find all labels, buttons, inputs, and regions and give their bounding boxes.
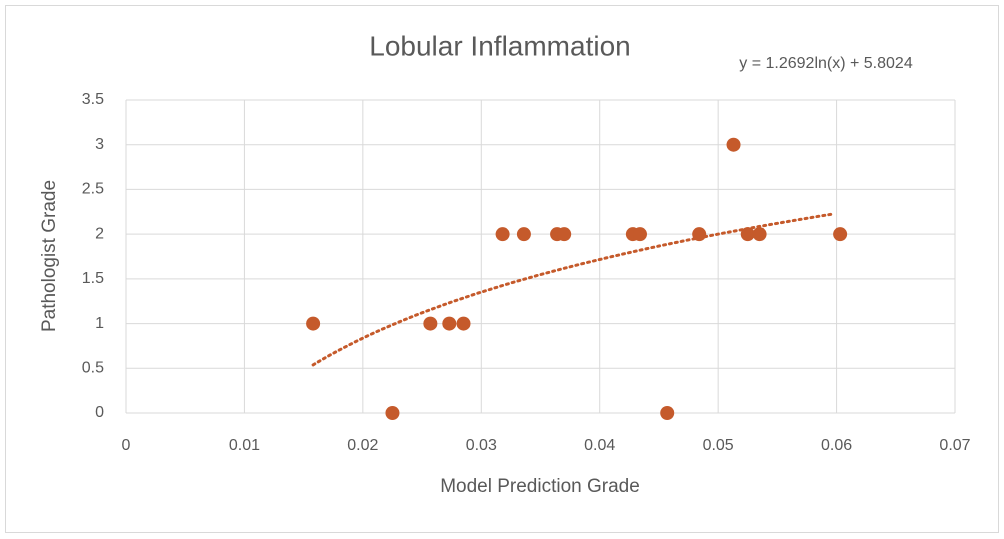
x-axis-label: Model Prediction Grade	[440, 476, 640, 497]
data-point	[456, 316, 471, 331]
data-point	[557, 227, 572, 242]
data-point	[632, 227, 647, 242]
data-point	[740, 227, 755, 242]
data-point	[660, 406, 675, 420]
chart-border	[5, 5, 999, 533]
data-point	[442, 316, 457, 331]
data-point	[726, 137, 741, 152]
data-point	[495, 227, 510, 242]
data-point	[385, 406, 400, 420]
x-tick-label: 0.03	[466, 437, 497, 454]
y-tick-label: 1.5	[82, 270, 104, 287]
data-point	[516, 227, 531, 242]
data-point	[833, 227, 848, 242]
y-tick-label: 3	[95, 136, 104, 153]
trendline-equation: y = 1.2692ln(x) + 5.8024	[739, 55, 913, 72]
x-tick-label: 0.04	[584, 437, 615, 454]
y-tick-label: 2.5	[82, 181, 104, 198]
y-axis-label: Pathologist Grade	[39, 180, 60, 332]
x-tick-label: 0.01	[229, 437, 260, 454]
y-tick-label: 3.5	[82, 91, 104, 108]
x-tick-label: 0.02	[347, 437, 378, 454]
y-tick-label: 0	[95, 404, 104, 421]
x-tick-label: 0.05	[703, 437, 734, 454]
y-tick-label: 0.5	[82, 360, 104, 377]
x-tick-label: 0.06	[821, 437, 852, 454]
data-point	[423, 316, 438, 331]
x-tick-label: 0.07	[939, 437, 970, 454]
data-point	[752, 227, 767, 242]
data-point	[306, 316, 321, 331]
y-tick-label: 2	[95, 225, 104, 242]
y-tick-label: 1	[95, 315, 104, 332]
chart-title: Lobular Inflammation	[369, 30, 630, 61]
data-point	[692, 227, 707, 242]
x-tick-label: 0	[122, 437, 131, 454]
